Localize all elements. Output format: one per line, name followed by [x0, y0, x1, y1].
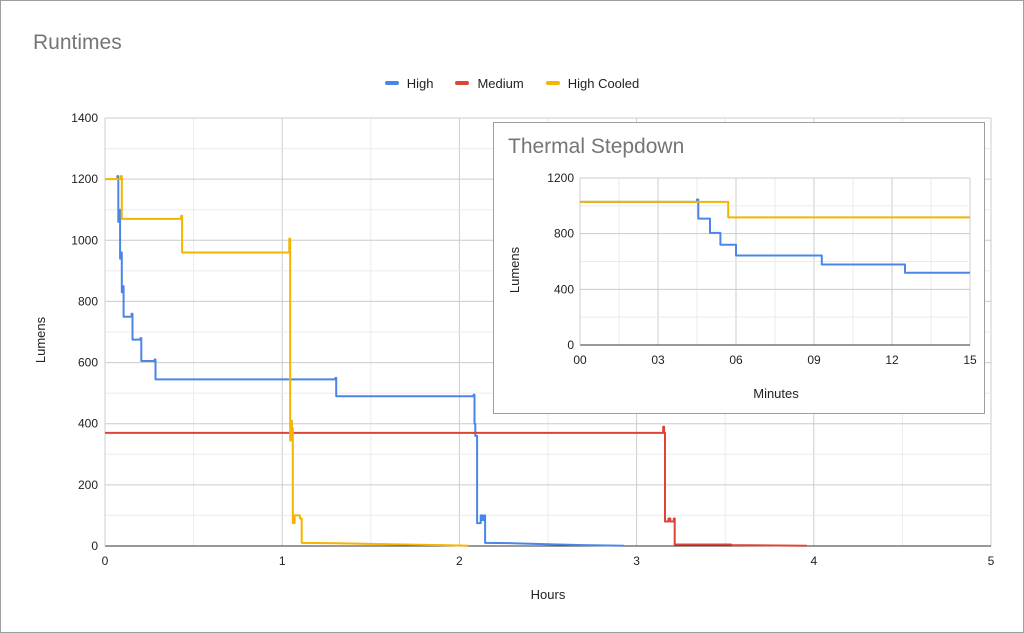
main-y-tick-label: 600 [78, 356, 98, 370]
inset-x-tick-label: 03 [651, 353, 665, 367]
inset-series-line-high-cooled [580, 200, 970, 219]
main-series-line-high-cooled [105, 175, 469, 547]
main-y-axis-label: Lumens [33, 316, 48, 363]
main-series-line-high [116, 175, 625, 547]
legend-item-high-cooled[interactable]: High Cooled [545, 75, 640, 91]
main-x-axis-label: Hours [531, 587, 566, 602]
legend: High Medium High Cooled [0, 74, 1024, 92]
main-x-tick-label: 3 [633, 554, 640, 568]
main-series-line-medium [105, 425, 807, 547]
legend-swatch [545, 81, 560, 85]
inset-series-lines [580, 198, 970, 274]
inset-y-tick-label: 0 [567, 338, 574, 352]
inset-y-tick-label: 1200 [547, 171, 574, 185]
inset-grid [579, 177, 971, 346]
main-y-tick-label: 400 [78, 417, 98, 431]
legend-label: High [406, 75, 434, 91]
inset-x-tick-label: 09 [807, 353, 821, 367]
main-x-tick-label: 0 [102, 554, 109, 568]
inset-chart-panel: 00 03 06 09 12 15 0 400 800 1200 Minutes Lumens T… [493, 122, 985, 414]
main-x-tick-label: 4 [810, 554, 817, 568]
inset-x-tick-label: 00 [573, 353, 587, 367]
main-y-tick-label: 1000 [71, 233, 98, 247]
main-y-tick-label: 200 [78, 478, 98, 492]
chart-title: Runtimes [33, 31, 122, 54]
inset-x-tick-label: 15 [963, 353, 977, 367]
main-x-tick-label: 5 [988, 554, 995, 568]
inset-x-tick-label: 12 [885, 353, 899, 367]
inset-x-tick-label: 06 [729, 353, 743, 367]
legend-item-medium[interactable]: Medium [455, 75, 524, 91]
main-series-lines [105, 175, 807, 547]
main-y-tick-label: 800 [78, 294, 98, 308]
main-x-tick-label: 2 [456, 554, 463, 568]
main-x-tick-label: 1 [279, 554, 286, 568]
inset-tick-labels: 00 03 06 09 12 15 0 400 800 1200 [547, 171, 977, 367]
thermal-stepdown-chart: 00 03 06 09 12 15 0 400 800 1200 Minutes Lumens [507, 171, 977, 401]
inset-x-axis-label: Minutes [753, 386, 799, 401]
legend-swatch [384, 81, 399, 85]
inset-y-tick-label: 400 [554, 282, 574, 296]
inset-y-axis-label: Lumens [507, 246, 522, 293]
main-y-tick-label: 0 [91, 539, 98, 553]
inset-y-tick-label: 800 [554, 227, 574, 241]
legend-label: Medium [477, 75, 524, 91]
legend-swatch [455, 81, 470, 85]
inset-chart-title: Thermal Stepdown [508, 135, 685, 158]
main-y-tick-label: 1200 [71, 172, 98, 186]
legend-label: High Cooled [567, 75, 640, 91]
legend-item-high[interactable]: High [384, 75, 434, 91]
inset-series-line-high [580, 198, 970, 274]
main-y-tick-label: 1400 [71, 111, 98, 125]
